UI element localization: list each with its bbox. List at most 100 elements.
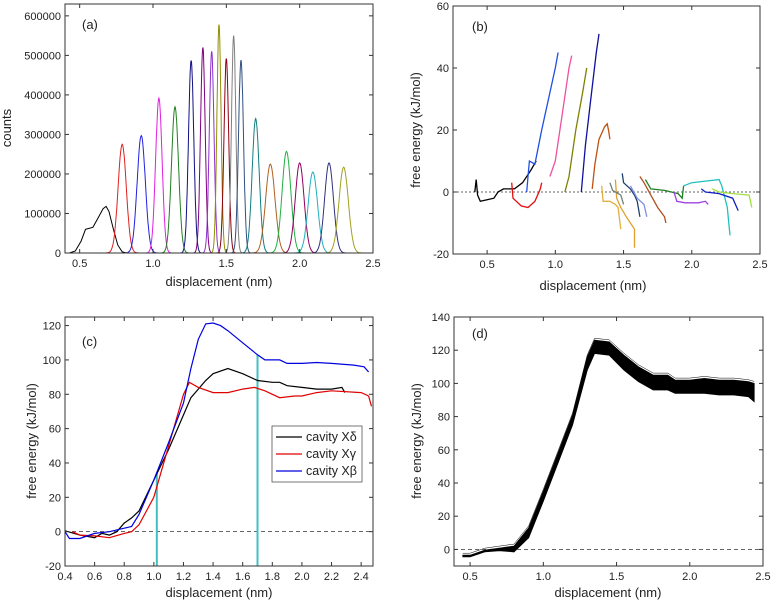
x-axis-label: displacement (nm) [166, 274, 273, 289]
series-line [601, 185, 622, 230]
histogram-curve [241, 117, 270, 253]
x-tick-label: 1.5 [609, 571, 624, 583]
panel-d: (d) displacement (nm) free energy (kJ/mo… [409, 312, 771, 600]
series-line [673, 191, 709, 205]
y-tick-label: 80 [49, 389, 61, 401]
y-axis-label: free energy (kJ/mol) [409, 383, 424, 499]
y-axis-label: counts [0, 108, 14, 147]
plot-frame [64, 3, 374, 254]
x-tick-label: 0.4 [57, 571, 72, 583]
y-tick-label: 200000 [24, 169, 61, 181]
y-tick-label: 60 [49, 424, 61, 436]
y-tick-label: 140 [432, 312, 450, 324]
x-tick-label: 2.0 [684, 259, 699, 271]
legend-entry: cavity Xδ [306, 430, 357, 444]
y-tick-label: -20 [45, 561, 61, 573]
x-axis-label: displacement (nm) [166, 585, 273, 600]
y-tick-label: 60 [437, 1, 449, 13]
x-tick-label: 2.0 [294, 571, 309, 583]
x-tick-label: 2.5 [752, 259, 767, 271]
series-line [511, 182, 543, 209]
x-tick-label: 1.6 [235, 571, 250, 583]
y-tick-label: 80 [438, 412, 450, 424]
x-tick-label: 1.0 [145, 258, 160, 270]
y-tick-label: 100 [43, 355, 61, 367]
plot-frame [452, 5, 761, 255]
y-tick-label: 60 [438, 445, 450, 457]
x-axis-label: displacement (nm) [555, 585, 662, 600]
x-tick-label: 1.0 [548, 259, 563, 271]
x-tick-label: 1.5 [219, 258, 234, 270]
legend-entry: cavity Xβ [306, 464, 357, 478]
y-tick-label: 40 [49, 458, 61, 470]
y-tick-label: 0 [55, 248, 61, 260]
y-tick-label: 400000 [24, 90, 61, 102]
x-tick-label: 2.5 [755, 571, 770, 583]
x-tick-label: 1.2 [176, 571, 191, 583]
y-tick-label: 0 [443, 187, 449, 199]
x-tick-label: 2.2 [324, 571, 339, 583]
histogram-curve [216, 58, 236, 253]
x-tick-label: 1.8 [265, 571, 280, 583]
panel-label: (b) [472, 19, 488, 34]
y-tick-label: 0 [444, 544, 450, 556]
series-line [65, 322, 370, 540]
histogram-curve [124, 134, 158, 253]
x-tick-label: 2.5 [365, 258, 380, 270]
y-tick-label: 100 [432, 378, 450, 390]
plot-area [65, 322, 373, 566]
x-tick-label: 1.0 [536, 571, 551, 583]
histogram-curve [210, 24, 228, 253]
y-tick-label: 0 [55, 527, 61, 539]
histogram-curve [294, 171, 332, 253]
x-tick-label: 0.6 [87, 571, 102, 583]
x-tick-label: 1.4 [205, 571, 220, 583]
series-line [474, 160, 537, 203]
y-axis-label: free energy (kJ/mol) [24, 383, 39, 499]
series-line [65, 367, 346, 539]
y-tick-label: -20 [433, 249, 449, 261]
y-tick-label: 40 [437, 63, 449, 75]
x-tick-label: 2.0 [682, 571, 697, 583]
y-tick-label: 40 [438, 478, 450, 490]
series-line [629, 185, 648, 217]
plot-frame [453, 316, 764, 567]
y-tick-label: 20 [438, 511, 450, 523]
band-area [462, 339, 755, 558]
x-tick-label: 0.5 [462, 571, 477, 583]
series-line [639, 176, 667, 224]
series-line [683, 178, 731, 236]
x-tick-label: 0.5 [72, 258, 87, 270]
panel-label: (d) [472, 326, 488, 341]
y-tick-label: 20 [437, 125, 449, 137]
series-line [564, 67, 588, 193]
x-tick-label: 2.4 [354, 571, 369, 583]
series-line [644, 179, 685, 200]
histogram-curve [193, 47, 213, 253]
histogram-curve [324, 166, 363, 253]
y-tick-label: 500000 [24, 50, 61, 62]
plot-area [453, 33, 760, 248]
series-line [609, 182, 625, 205]
histogram-curve [180, 60, 202, 253]
panel-b: (b) displacement (nm) free energy (kJ/mo… [408, 1, 768, 293]
histogram-curve [268, 150, 305, 253]
y-axis-label: free energy (kJ/mol) [408, 72, 423, 188]
series-line [549, 55, 573, 177]
plot-area [69, 24, 363, 253]
x-tick-label: 1.5 [616, 259, 631, 271]
x-tick-label: 1.0 [146, 571, 161, 583]
legend: cavity Xδ cavity Xγ cavity Xβ [271, 425, 363, 483]
series-line [614, 179, 636, 248]
series-line [711, 188, 753, 208]
series-line [700, 188, 739, 211]
histogram-curve [202, 51, 222, 253]
histogram-curve [311, 162, 347, 253]
histogram-curve [105, 143, 139, 253]
histogram-curve [282, 162, 317, 253]
x-tick-label: 2.0 [292, 258, 307, 270]
series-line [526, 52, 559, 193]
x-tick-label: 0.8 [117, 571, 132, 583]
panel-c: (c) displacement (nm) free energy (kJ/mo… [24, 316, 374, 600]
